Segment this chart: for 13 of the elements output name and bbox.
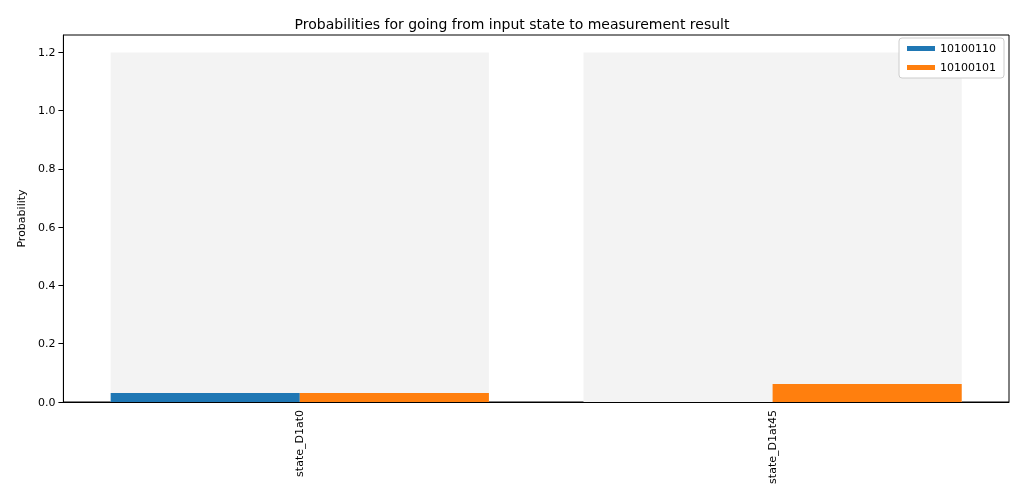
x-tick-label: state_D1at0 [293, 410, 307, 477]
chart-title: Probabilities for going from input state to measurement result [294, 16, 730, 32]
y-tick-label: 0.4 [37, 278, 56, 292]
y-tick-label: 1.2 [37, 45, 56, 59]
y-tick-label: 0.0 [37, 395, 56, 409]
y-tick-label: 0.8 [37, 162, 56, 176]
x-tick-label: state_D1at45 [766, 410, 780, 484]
legend-label: 10100110 [940, 42, 997, 55]
y-tick-label: 1.0 [37, 104, 56, 118]
y-tick-label: 0.2 [37, 337, 56, 351]
legend-label: 10100101 [940, 61, 997, 74]
y-tick-label: 0.6 [37, 220, 56, 234]
y-axis-title: Probability [15, 188, 28, 248]
